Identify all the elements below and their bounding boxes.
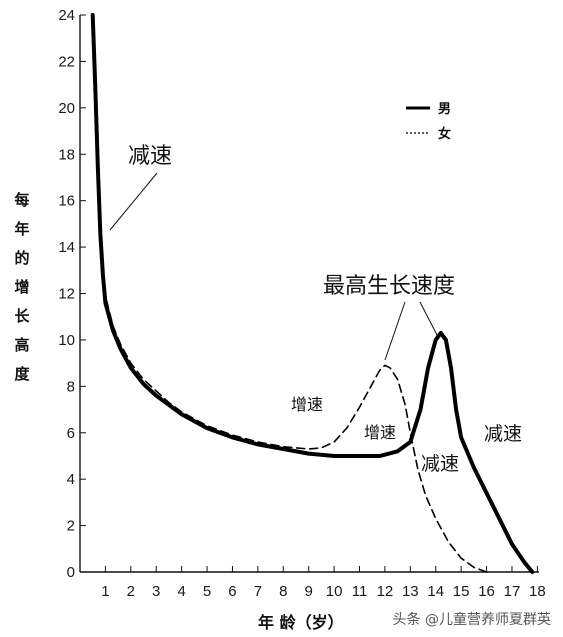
series-lines [90,13,535,574]
y-tick-label: 20 [58,100,75,117]
series-line-female [91,14,488,573]
annotation-peak: 最高生长速度 [323,274,455,299]
x-tick-label: 15 [453,583,470,600]
x-tick-label: 5 [203,583,211,600]
y-tick-label: 12 [58,286,75,303]
y-axis-label-char: 高 [14,336,29,354]
annotation-accel-boy: 增速 [364,423,396,442]
x-axis-ticks: 1 2 3 4 5 6 7 8 9 10 11 12 13 14 15 16 17 18 [101,566,546,600]
y-tick-label: 24 [58,7,75,24]
annotation-decel-boy: 减速 [484,423,522,445]
x-tick-label: 3 [152,583,160,600]
x-tick-label: 9 [305,583,313,600]
annotation-pointer-peak-boy [419,301,438,336]
x-tick-label: 12 [377,583,394,600]
x-tick-label: 8 [279,583,287,600]
x-tick-label: 4 [177,583,185,600]
x-tick-label: 16 [478,583,495,600]
x-tick-label: 2 [127,583,135,600]
x-tick-label: 11 [352,583,368,600]
y-tick-label: 18 [58,146,75,163]
y-tick-label: 14 [58,239,75,256]
annotation-decel-left: 减速 [128,144,172,169]
legend-label-female: 女 [438,126,451,142]
annotation-pointer-peak-girl [384,301,406,361]
y-tick-label: 8 [67,378,75,395]
annotation-pointer-decel-left [109,172,158,231]
y-axis-label-char: 增 [14,278,29,296]
x-tick-label: 14 [427,583,444,600]
x-tick-label: 18 [529,583,546,600]
y-axis-label-char: 度 [14,365,30,383]
annotation-accel-girl: 增速 [291,395,323,414]
x-tick-label: 13 [402,583,419,600]
y-axis-label-char: 的 [14,249,29,267]
y-axis-label-char: 年 [14,220,29,238]
y-tick-label: 16 [58,193,75,210]
y-tick-label: 4 [67,471,75,488]
axes [79,15,539,573]
legend: 男 女 [406,102,451,142]
y-tick-label: 0 [67,564,75,581]
x-tick-label: 17 [504,583,521,600]
y-tick-label: 6 [67,425,75,442]
y-tick-label: 2 [67,518,75,535]
x-axis-label: 年 龄（岁） [258,613,344,632]
annotations: 减速 最高生长速度 增速 增速 减速 减速 [109,144,522,475]
series-line-male [90,13,535,574]
y-axis-label-char: 每 [14,191,29,209]
y-tick-label: 22 [58,53,75,70]
legend-label-male: 男 [438,102,451,117]
y-axis-label-char: 长 [14,307,30,325]
x-tick-label: 7 [254,583,262,600]
x-tick-label: 1 [101,583,109,600]
annotation-decel-girl: 减速 [421,453,459,475]
watermark-text: 头条 @儿童营养师夏群英 [392,612,551,628]
y-tick-label: 10 [58,332,75,349]
x-tick-label: 6 [228,583,236,600]
x-tick-label: 10 [326,583,343,600]
